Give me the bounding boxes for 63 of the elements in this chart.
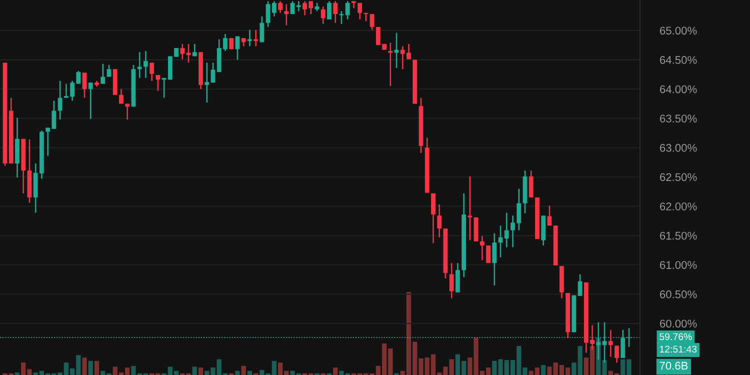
candlestick (431, 192, 436, 244)
candlestick (370, 13, 374, 31)
candlestick (260, 16, 264, 43)
y-tick-label: 60.00% (660, 320, 697, 328)
candlestick (345, 0, 350, 20)
candlestick (119, 88, 124, 104)
y-tick-label: 64.00% (660, 85, 697, 94)
candlestick (547, 205, 552, 226)
candlestick (156, 74, 160, 92)
candlestick (437, 204, 442, 238)
bar (82, 358, 87, 375)
candlestick (528, 170, 534, 198)
candlestick (100, 63, 106, 84)
candlestick (333, 0, 338, 24)
candlestick (106, 64, 112, 78)
bar (333, 368, 338, 375)
bar (241, 366, 246, 375)
candlestick (449, 262, 454, 299)
candlestick (210, 62, 216, 84)
candlestick (614, 345, 619, 364)
candlestick (150, 62, 154, 82)
candlestick (492, 232, 497, 286)
y-tick-label: 65.00% (660, 26, 697, 35)
bar (541, 365, 546, 375)
y-tick-label: 62.50% (660, 173, 697, 182)
candlestick (608, 329, 613, 358)
ref-line-label: 59.76% (660, 333, 692, 340)
y-tick-label: 63.50% (660, 114, 697, 122)
candlestick (290, 0, 295, 15)
candlestick (468, 176, 472, 241)
candlestick (204, 62, 210, 104)
candlestick (358, 2, 362, 20)
bar (247, 370, 252, 375)
bar (94, 360, 100, 375)
bar (88, 360, 93, 375)
candlestick (82, 72, 87, 98)
bar (235, 370, 240, 375)
candlestick (284, 3, 289, 26)
text: 70.6B (660, 362, 688, 370)
bar (198, 368, 204, 375)
candlestick (180, 43, 185, 60)
candlestick (125, 103, 130, 120)
y-tick-label: 64.50% (660, 56, 697, 64)
bar (192, 366, 197, 375)
candlestick (278, 0, 282, 14)
candlestick (327, 0, 332, 20)
y-tick-label: 60.50% (660, 290, 697, 298)
y-tick-label: 61.50% (660, 232, 697, 240)
y-tick-label: 62.00% (660, 202, 697, 210)
candlestick (88, 82, 93, 120)
candlestick (480, 236, 484, 261)
y-tick-label: 61.00% (660, 261, 697, 269)
candlestick (486, 244, 490, 264)
candlestick (144, 50, 148, 79)
candlestick (320, 6, 326, 25)
text: 12:51:43 (660, 346, 697, 353)
candlestick (456, 262, 460, 294)
candlestick (192, 43, 197, 57)
y-tick-label: 63.00% (660, 144, 697, 152)
candlestick (504, 212, 509, 248)
candlestick (58, 80, 62, 120)
candlestick (186, 43, 191, 64)
candlestick (578, 274, 582, 297)
